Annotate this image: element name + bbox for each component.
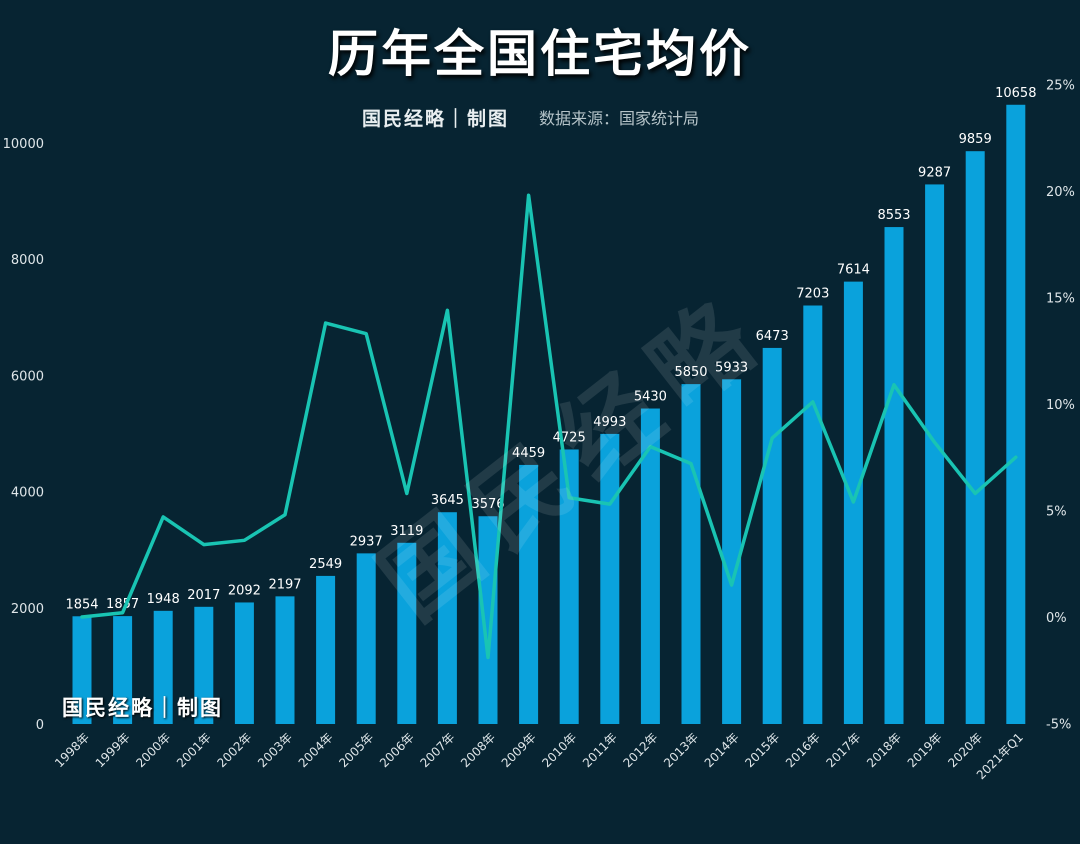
x-axis: 1998年 1999年 2000年 2001年 2002年 2003年 2004年 2005年… (52, 730, 1026, 782)
bar-data-label: 10658 (995, 86, 1036, 101)
right-y-axis: -5% 0% 5% 10% 15% 20% 25% (1046, 79, 1075, 733)
bar (519, 464, 539, 724)
bar-data-label: 3645 (431, 493, 464, 508)
left-y-tick-label: 4000 (11, 486, 44, 501)
bar (153, 610, 173, 724)
bar-series (72, 104, 1026, 725)
bar-data-label: 3576 (471, 497, 504, 512)
bar-data-label: 8553 (877, 208, 910, 223)
bar (316, 575, 336, 724)
x-tick-label: 2000年 (133, 730, 173, 770)
bar (762, 347, 782, 724)
bar (194, 606, 214, 724)
x-tick-label: 2020年 (945, 730, 985, 770)
bar-data-label: 4725 (553, 430, 586, 445)
bar-data-label: 9287 (918, 165, 951, 180)
left-y-tick-label: 10000 (3, 137, 44, 152)
left-y-tick-label: 8000 (11, 253, 44, 268)
x-tick-label: 2001年 (174, 730, 214, 770)
bottom-watermark: 国民经略｜制图 (62, 695, 223, 720)
right-y-tick-label: 15% (1046, 292, 1075, 307)
bar (600, 433, 620, 724)
bar-data-label: 1948 (147, 592, 180, 607)
bar-data-label: 9859 (959, 132, 992, 147)
left-y-tick-label: 0 (36, 718, 44, 733)
bar-data-label: 1854 (65, 597, 98, 612)
brand-label: 国民经略｜制图 (362, 107, 510, 130)
right-y-tick-label: 0% (1046, 611, 1067, 626)
bar (925, 184, 945, 724)
x-tick-label: 1999年 (93, 730, 133, 770)
bar (478, 516, 498, 724)
bar (113, 616, 133, 724)
x-tick-label: 2010年 (539, 730, 579, 770)
bar (640, 408, 660, 724)
bar (234, 602, 254, 724)
bar (681, 384, 701, 724)
x-tick-label: 2014年 (702, 730, 742, 770)
bar-data-label: 4993 (593, 415, 626, 430)
x-tick-label: 2018年 (864, 730, 904, 770)
x-tick-label: 2008年 (458, 730, 498, 770)
bar-data-labels: 1854 1857 1948 2017 2092 2197 2549 2937 3119 3645… (65, 86, 1036, 613)
bar-data-label: 5850 (674, 365, 707, 380)
x-tick-label: 2012年 (621, 730, 661, 770)
x-tick-label: 1998年 (52, 730, 92, 770)
growth-line-series (80, 193, 1018, 660)
x-tick-label: 2013年 (661, 730, 701, 770)
bar (437, 512, 457, 724)
left-y-axis: 0 2000 4000 6000 8000 10000 (3, 137, 44, 733)
bar-data-label: 2197 (268, 577, 301, 592)
subtitle: 国民经略｜制图 数据来源：国家统计局 (362, 102, 699, 132)
left-y-tick-label: 2000 (11, 602, 44, 617)
bar-data-label: 3119 (390, 524, 423, 539)
x-tick-label: 2007年 (418, 730, 458, 770)
right-y-tick-label: 20% (1046, 185, 1075, 200)
left-y-tick-label: 6000 (11, 369, 44, 384)
bar (884, 227, 904, 725)
bar (397, 542, 417, 724)
bar (72, 616, 92, 724)
x-tick-label: 2017年 (824, 730, 864, 770)
x-tick-label: 2011年 (580, 730, 620, 770)
x-tick-label: 2004年 (296, 730, 336, 770)
bar (356, 553, 376, 724)
bar-data-label: 4459 (512, 446, 545, 461)
right-y-tick-label: 10% (1046, 398, 1075, 413)
bar (803, 305, 823, 724)
bar (965, 151, 985, 725)
bar-data-label: 7203 (796, 287, 829, 302)
x-tick-label: 2019年 (905, 730, 945, 770)
bar-data-label: 2937 (350, 534, 383, 549)
page-title: 历年全国住宅均价 (328, 25, 752, 83)
x-tick-label: 2009年 (499, 730, 539, 770)
bar (559, 449, 579, 724)
source-label: 数据来源：国家统计局 (539, 109, 700, 128)
bar-data-label: 5933 (715, 360, 748, 375)
bar-data-label: 1857 (106, 597, 139, 612)
x-tick-label: 2002年 (215, 730, 255, 770)
bar-data-label: 6473 (756, 329, 789, 344)
bar-data-label: 2549 (309, 557, 342, 572)
x-tick-label: 2005年 (336, 730, 376, 770)
right-y-tick-label: -5% (1046, 718, 1071, 733)
right-y-tick-label: 5% (1046, 505, 1067, 520)
bar (722, 379, 742, 724)
bar (275, 596, 295, 724)
growth-line (80, 193, 1018, 660)
bar (1006, 104, 1026, 724)
bar-data-label: 2092 (228, 583, 261, 598)
right-y-tick-label: 25% (1046, 79, 1075, 94)
bar-data-label: 5430 (634, 390, 667, 405)
x-tick-label: 2015年 (742, 730, 782, 770)
x-tick-label: 2006年 (377, 730, 417, 770)
bar-data-label: 7614 (837, 263, 870, 278)
bar-data-label: 2017 (187, 588, 220, 603)
x-tick-label: 2003年 (255, 730, 295, 770)
x-tick-label: 2016年 (783, 730, 823, 770)
